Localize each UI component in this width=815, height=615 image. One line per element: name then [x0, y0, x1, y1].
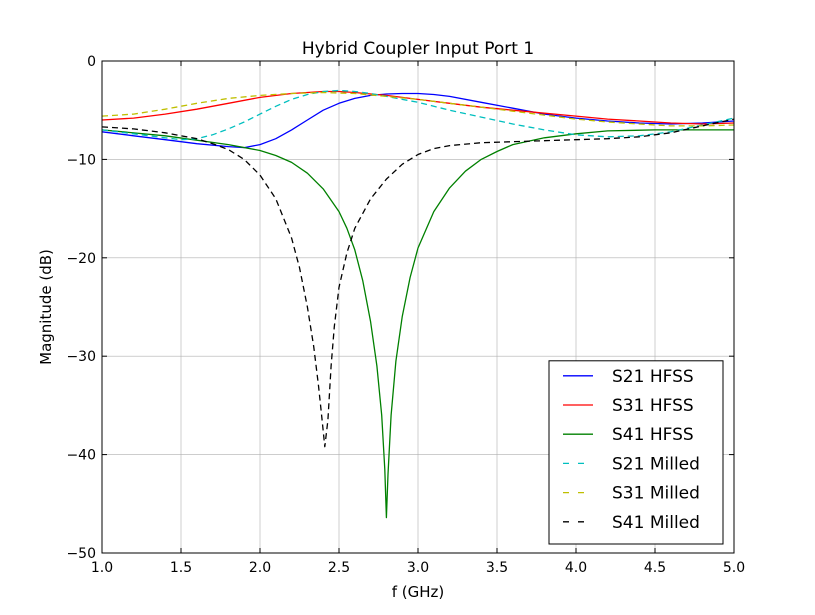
legend-entry: S31 HFSS — [612, 396, 694, 416]
x-tick-label: 4.0 — [565, 560, 587, 576]
series-line-s21-milled — [101, 89, 735, 141]
legend-entry: S21 Milled — [612, 454, 700, 474]
plot-lines — [101, 89, 735, 519]
chart-title: Hybrid Coupler Input Port 1 — [302, 39, 534, 59]
series-line-s41-hfss — [101, 129, 734, 519]
legend-entry: S21 HFSS — [612, 367, 694, 387]
x-tick-label: 2.0 — [249, 560, 271, 576]
x-tick-label: 4.5 — [644, 560, 666, 576]
x-tick-label: 3.5 — [486, 560, 508, 576]
legend-entry: S41 HFSS — [612, 425, 694, 445]
legend-entry: S31 Milled — [612, 484, 700, 504]
legend-box — [548, 360, 724, 545]
y-tick-label: −50 — [66, 546, 96, 562]
axis-ticks: 1.0 1.5 2.0 2.5 3.0 3.5 4.0 4.5 5.0 0 −10 −20 −30 −40… — [66, 54, 745, 576]
y-tick-label: −40 — [66, 448, 96, 464]
x-tick-label: 5.0 — [723, 560, 745, 576]
x-axis-label: f (GHz) — [392, 583, 445, 601]
series-line-s41-milled — [101, 118, 735, 448]
x-tick-label: 1.0 — [91, 560, 113, 576]
y-tick-label: −10 — [66, 152, 96, 168]
x-tick-label: 1.5 — [170, 560, 192, 576]
y-axis-label: Magnitude (dB) — [37, 249, 55, 365]
x-tick-label: 3.0 — [407, 560, 429, 576]
legend: S21 HFSS S31 HFSS S41 HFSS S21 Milled S31 Mi… — [548, 360, 724, 545]
legend-entry: S41 Milled — [612, 513, 700, 533]
y-tick-label: −30 — [66, 349, 96, 365]
x-tick-label: 2.5 — [328, 560, 350, 576]
y-tick-label: −20 — [66, 251, 96, 267]
y-tick-label: 0 — [87, 54, 96, 70]
